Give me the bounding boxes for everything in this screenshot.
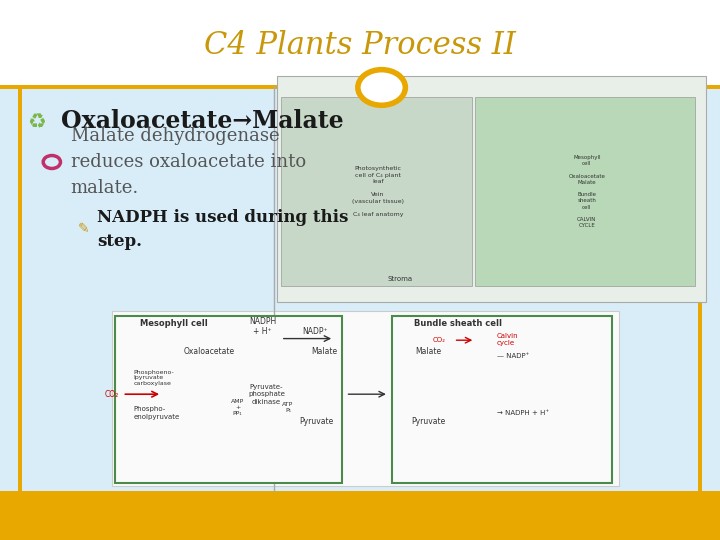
FancyBboxPatch shape (475, 97, 695, 286)
Text: Malate: Malate (415, 347, 441, 355)
FancyBboxPatch shape (18, 89, 22, 491)
Text: Photosynthetic
cell of C₄ plant
leaf

Vein
(vascular tissue)

C₄ leaf anatomy: Photosynthetic cell of C₄ plant leaf Vei… (352, 166, 404, 217)
FancyBboxPatch shape (277, 76, 706, 302)
Text: C4 Plants Process II: C4 Plants Process II (204, 30, 516, 62)
Text: NADP⁺: NADP⁺ (302, 327, 328, 335)
FancyBboxPatch shape (698, 89, 702, 491)
Text: Malate dehydrogenase
reduces oxaloacetate into
malate.: Malate dehydrogenase reduces oxaloacetat… (71, 126, 306, 198)
Text: ♻: ♻ (27, 111, 46, 132)
Text: Stroma: Stroma (387, 276, 412, 282)
Text: CO₂: CO₂ (433, 337, 446, 343)
FancyBboxPatch shape (115, 316, 342, 483)
Text: — NADP⁺: — NADP⁺ (497, 353, 529, 360)
Text: Pyruvate: Pyruvate (411, 417, 446, 426)
Text: Oxaloacetate→Malate: Oxaloacetate→Malate (61, 110, 344, 133)
Text: Calvin
cycle: Calvin cycle (497, 333, 518, 346)
Text: → NADPH + H⁺: → NADPH + H⁺ (497, 410, 549, 416)
Text: Mesophyll cell: Mesophyll cell (140, 320, 208, 328)
Text: Pyruvate: Pyruvate (300, 417, 334, 426)
FancyBboxPatch shape (0, 0, 720, 86)
Text: ✎: ✎ (78, 222, 89, 237)
FancyBboxPatch shape (0, 85, 720, 89)
Text: CO₂: CO₂ (104, 390, 119, 399)
FancyBboxPatch shape (281, 97, 472, 286)
Circle shape (358, 70, 405, 105)
Text: Oxaloacetate: Oxaloacetate (183, 347, 235, 355)
Text: Phosphoeno-
lpyruvate
carboxylase: Phosphoeno- lpyruvate carboxylase (133, 370, 174, 386)
FancyBboxPatch shape (0, 491, 720, 540)
FancyBboxPatch shape (0, 86, 720, 491)
Text: NADPH
+ H⁺: NADPH + H⁺ (249, 317, 276, 336)
Text: NADPH is used during this
step.: NADPH is used during this step. (97, 208, 348, 251)
FancyBboxPatch shape (112, 310, 619, 486)
Text: AMP
+
PP₁: AMP + PP₁ (231, 400, 244, 416)
Text: ATP
P₁: ATP P₁ (282, 402, 294, 413)
Text: Pyruvate-
phosphate
dikinase: Pyruvate- phosphate dikinase (248, 384, 285, 404)
Text: Bundle sheath cell: Bundle sheath cell (414, 320, 502, 328)
FancyBboxPatch shape (392, 316, 612, 483)
Text: Mesophyll
cell

Oxaloacetate
Malate

Bundle
sheath
cell

CALVIN
CYCLE: Mesophyll cell Oxaloacetate Malate Bundl… (568, 155, 606, 228)
Text: Phospho-
enolpyruvate: Phospho- enolpyruvate (133, 407, 179, 420)
Text: Malate: Malate (311, 347, 337, 355)
